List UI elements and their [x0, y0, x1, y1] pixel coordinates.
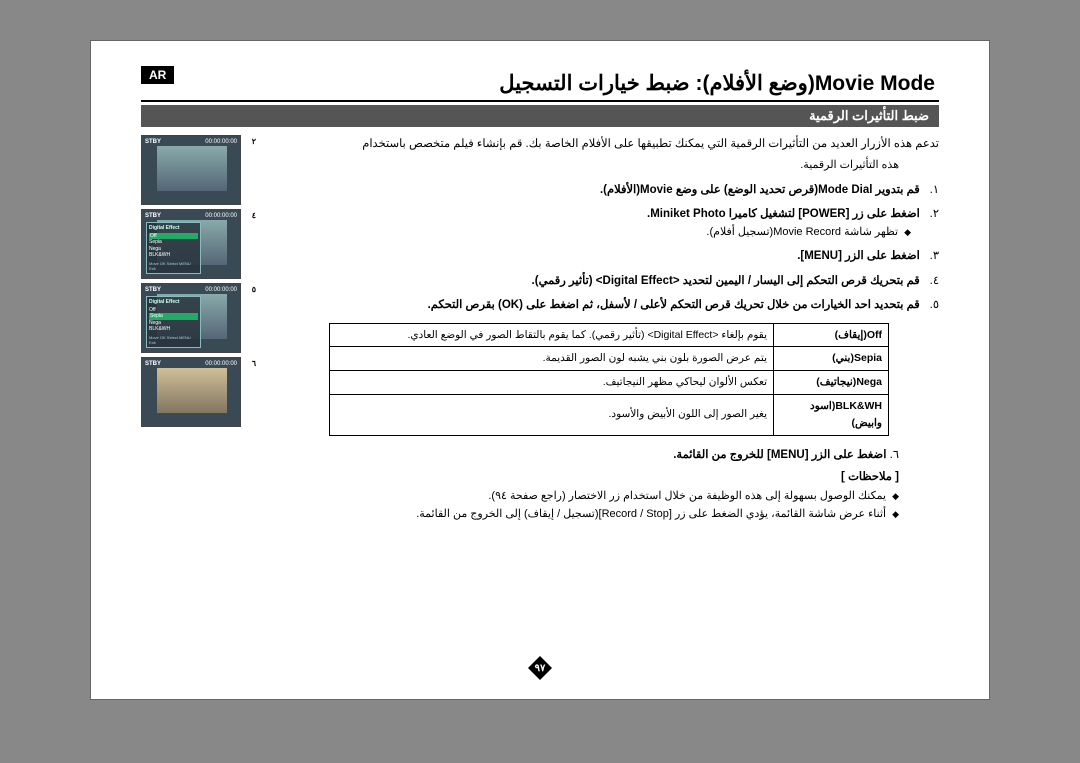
- osd-menu-panel: Digital Effect Off Sepia Nega BLK&WH Mov…: [146, 296, 201, 348]
- thumb-number: ٢: [252, 137, 256, 146]
- osd-menu-panel: Digital Effect Off Sepia Nega BLK&WH Mov…: [146, 222, 201, 274]
- thumb-number: ٦: [252, 359, 256, 368]
- table-row: BLK&WH(اسود وابيض) يغير الصور إلى اللون …: [330, 394, 889, 435]
- effect-name: Off(إيقاف): [774, 323, 889, 347]
- effect-desc: يقوم بإلغاء <Digital Effect> (تأثير رقمي…: [330, 323, 774, 347]
- table-row: Off(إيقاف) يقوم بإلغاء <Digital Effect> …: [330, 323, 889, 347]
- step-item: ٦. اضغط على الزر [MENU] للخروج من القائم…: [258, 446, 899, 464]
- intro-text-2: هذه التأثيرات الرقمية.: [258, 157, 939, 175]
- effects-table: Off(إيقاف) يقوم بإلغاء <Digital Effect> …: [329, 323, 889, 436]
- step-item: ١. قم بتدوير Mode Dial(قرص تحديد الوضع) …: [258, 181, 939, 199]
- section-subtitle: ضبط التأثيرات الرقمية: [141, 105, 939, 127]
- manual-page: AR Movie Mode(وضع الأفلام): ضبط خيارات ا…: [90, 40, 990, 700]
- step-item: ٥. قم بتحديد احد الخيارات من خلال تحريك …: [258, 296, 939, 314]
- body-column: تدعم هذه الأزرار العديد من التأثيرات الر…: [258, 135, 939, 523]
- step-item: ٢. اضغط على زر [POWER] لتشغيل كاميرا Min…: [258, 205, 939, 241]
- page-number-badge: ٩٧: [527, 655, 553, 681]
- thumb-wrap: ٢ STBY 00:00:00:00: [141, 135, 246, 205]
- counter-label: 00:00:00:00: [205, 139, 237, 145]
- page-title: Movie Mode(وضع الأفلام): ضبط خيارات التس…: [141, 71, 939, 96]
- title-rule: [141, 100, 939, 102]
- table-row: Sepia(بني) يتم عرض الصورة بلون بني يشبه …: [330, 347, 889, 371]
- stby-label: STBY: [145, 139, 161, 145]
- camera-screenshot-thumb: STBY 00:00:00:00: [141, 357, 241, 427]
- intro-text: تدعم هذه الأزرار العديد من التأثيرات الر…: [258, 135, 939, 153]
- table-row: Nega(نيجاتيف) تعكس الألوان ليحاكي مظهر ا…: [330, 371, 889, 395]
- camera-screenshot-thumb: STBY 00:00:00:00 Digital Effect Off Sepi…: [141, 209, 241, 279]
- content-row: ٢ STBY 00:00:00:00 ٤ STBY 00:00:00:00 Di…: [141, 135, 939, 523]
- thumb-number: ٥: [252, 285, 256, 294]
- note-line: يمكنك الوصول بسهولة إلى هذه الوظيفة من خ…: [258, 488, 939, 506]
- steps-list: ١. قم بتدوير Mode Dial(قرص تحديد الوضع) …: [258, 181, 939, 315]
- thumbnail-column: ٢ STBY 00:00:00:00 ٤ STBY 00:00:00:00 Di…: [141, 135, 246, 523]
- note-line: أثناء عرض شاشة القائمة، يؤدي الضغط على ز…: [258, 506, 939, 524]
- sub-note: تظهر شاشة Movie Record(تسجيل أفلام).: [258, 224, 939, 242]
- thumb-number: ٤: [252, 211, 256, 220]
- camera-screenshot-thumb: STBY 00:00:00:00: [141, 135, 241, 205]
- language-badge: AR: [141, 66, 174, 84]
- step-item: ٤. قم بتحريك قرص التحكم إلى اليسار / الي…: [258, 272, 939, 290]
- step-item: ٣. اضغط على الزر [MENU].: [258, 247, 939, 265]
- notes-header: [ ملاحظات ]: [258, 468, 899, 486]
- page-number: ٩٧: [535, 663, 546, 674]
- camera-screenshot-thumb: STBY 00:00:00:00 Digital Effect Off Sepi…: [141, 283, 241, 353]
